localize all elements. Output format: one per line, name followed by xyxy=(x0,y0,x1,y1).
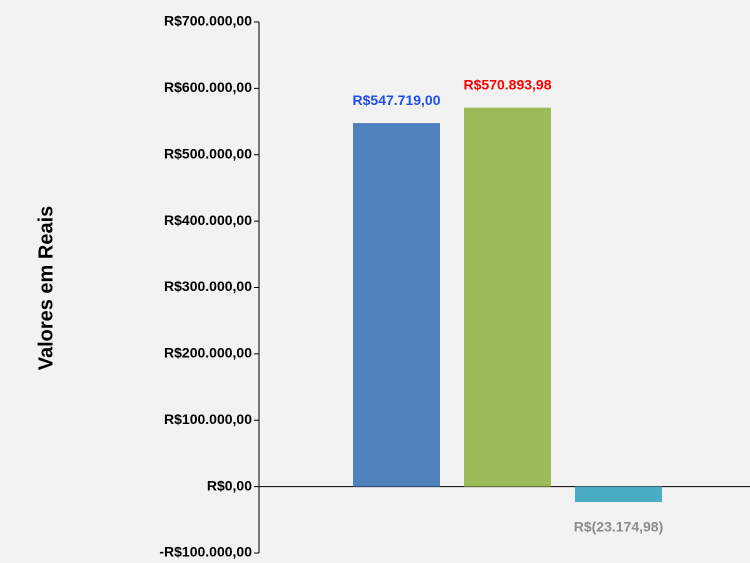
value-label: R$547.719,00 xyxy=(353,92,441,108)
y-tick-label: R$600.000,00 xyxy=(164,79,252,95)
bar xyxy=(464,107,551,487)
y-tick-label: -R$100.000,00 xyxy=(159,544,252,560)
y-tick-label: R$300.000,00 xyxy=(164,278,252,294)
bar xyxy=(575,486,662,503)
value-label: R$(23.174,98) xyxy=(574,519,664,535)
y-tick-label: R$100.000,00 xyxy=(164,411,252,427)
y-tick-label: R$500.000,00 xyxy=(164,145,252,161)
bar xyxy=(353,123,440,487)
y-tick-label: R$700.000,00 xyxy=(164,13,252,29)
y-tick-label: R$400.000,00 xyxy=(164,212,252,228)
y-tick-label: R$0,00 xyxy=(207,477,252,493)
y-tick-label: R$200.000,00 xyxy=(164,345,252,361)
y-axis-label: Valores em Reais xyxy=(35,206,57,371)
value-label: R$570.893,98 xyxy=(464,76,552,92)
